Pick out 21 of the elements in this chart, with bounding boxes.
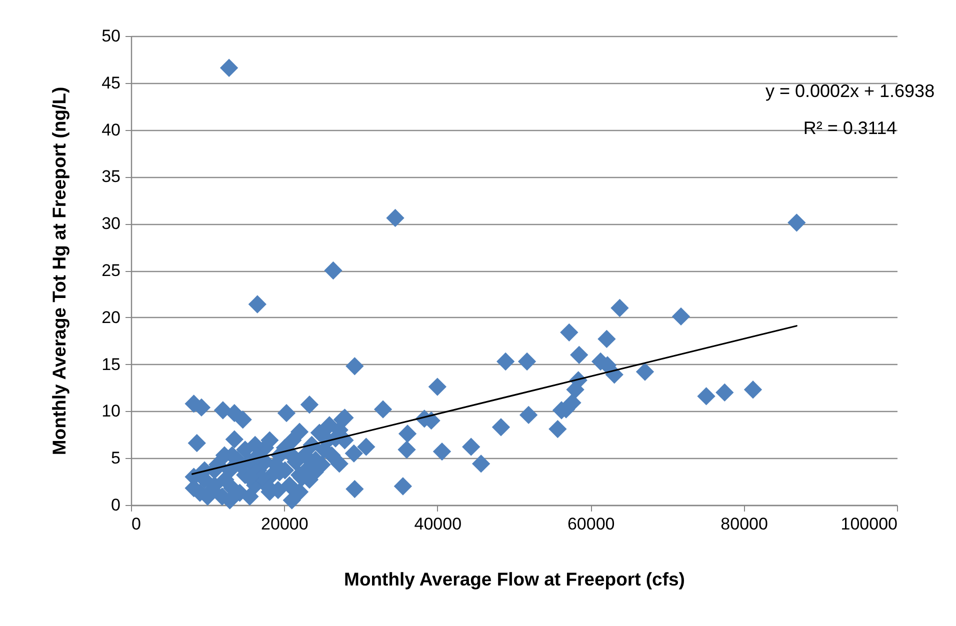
y-tick-label: 50 — [102, 26, 120, 46]
y-tick-label: 20 — [102, 308, 120, 327]
x-tick-label: 80000 — [720, 514, 768, 534]
x-tick-label: 100000 — [840, 514, 898, 534]
x-tick-label: 20000 — [261, 514, 308, 534]
y-tick-label: 15 — [102, 354, 120, 374]
y-tick-label: 25 — [102, 261, 120, 280]
x-axis-title: Monthly Average Flow at Freeport (cfs) — [344, 568, 685, 590]
y-tick-label: 45 — [102, 73, 120, 92]
x-tick-label: 0 — [132, 514, 141, 534]
y-tick-label: 0 — [111, 496, 120, 514]
y-tick-label: 40 — [102, 120, 120, 140]
annotation: R² = 0.3114 — [803, 118, 897, 138]
x-tick-label: 60000 — [567, 514, 615, 534]
annotation: y = 0.0002x + 1.6938 — [765, 81, 935, 101]
y-tick-label: 5 — [111, 448, 120, 468]
y-tick-label: 35 — [102, 167, 120, 186]
y-tick-label: 30 — [102, 214, 120, 234]
y-axis-title: Monthly Average Tot Hg at Freeport (ng/L) — [48, 86, 70, 456]
y-tick-label: 10 — [102, 402, 120, 421]
x-tick-label: 40000 — [414, 514, 462, 534]
